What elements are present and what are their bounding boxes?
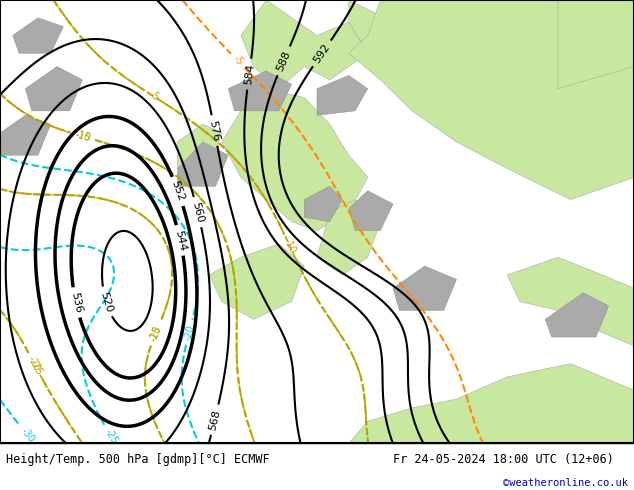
Text: 520: 520 xyxy=(98,290,114,313)
Text: -25: -25 xyxy=(28,358,44,377)
Text: -5: -5 xyxy=(147,90,160,103)
Polygon shape xyxy=(0,115,51,155)
Polygon shape xyxy=(13,18,63,53)
Text: -30: -30 xyxy=(19,426,36,445)
Text: 588: 588 xyxy=(275,49,292,73)
Polygon shape xyxy=(304,186,342,221)
Text: 552: 552 xyxy=(170,180,186,203)
Text: -10: -10 xyxy=(282,237,298,255)
Text: 560: 560 xyxy=(190,201,205,223)
Polygon shape xyxy=(178,124,222,169)
Polygon shape xyxy=(349,364,634,443)
Polygon shape xyxy=(317,199,380,275)
Text: ©weatheronline.co.uk: ©weatheronline.co.uk xyxy=(503,478,628,488)
Polygon shape xyxy=(209,244,304,319)
Polygon shape xyxy=(349,191,393,231)
Polygon shape xyxy=(317,75,368,115)
Text: -10: -10 xyxy=(74,129,92,144)
Text: Height/Temp. 500 hPa [gdmp][°C] ECMWF: Height/Temp. 500 hPa [gdmp][°C] ECMWF xyxy=(6,453,270,466)
Polygon shape xyxy=(228,71,292,111)
Text: -20: -20 xyxy=(183,323,196,341)
Polygon shape xyxy=(545,293,609,337)
Polygon shape xyxy=(393,266,456,311)
Text: 576: 576 xyxy=(208,119,221,142)
Text: -20: -20 xyxy=(148,324,163,343)
Text: 544: 544 xyxy=(173,229,188,252)
Text: -20: -20 xyxy=(26,354,42,373)
Polygon shape xyxy=(222,89,368,231)
Text: Fr 24-05-2024 18:00 UTC (12+06): Fr 24-05-2024 18:00 UTC (12+06) xyxy=(393,453,614,466)
Polygon shape xyxy=(507,257,634,346)
Polygon shape xyxy=(558,0,634,89)
Text: 568: 568 xyxy=(207,408,222,431)
Text: 584: 584 xyxy=(243,63,256,85)
Polygon shape xyxy=(349,0,634,199)
Text: -15: -15 xyxy=(74,129,92,144)
Text: -5: -5 xyxy=(231,54,245,68)
Polygon shape xyxy=(241,0,368,89)
Text: 592: 592 xyxy=(312,42,332,65)
Text: -25: -25 xyxy=(102,427,119,445)
Polygon shape xyxy=(25,67,82,111)
Polygon shape xyxy=(178,142,228,186)
Text: 536: 536 xyxy=(68,291,83,314)
Polygon shape xyxy=(349,0,456,67)
Text: -15: -15 xyxy=(148,324,163,343)
